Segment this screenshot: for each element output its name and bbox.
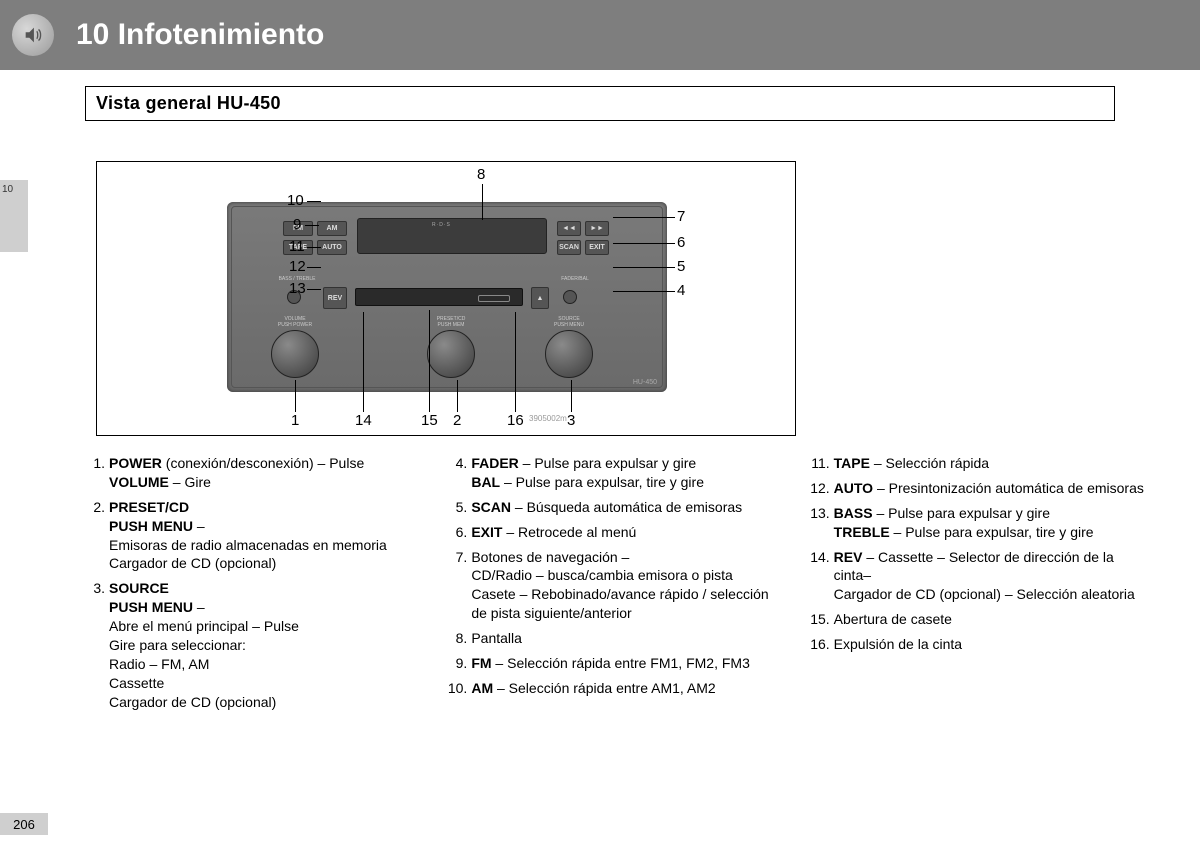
legend-body: Botones de navegación –CD/Radio – busca/… bbox=[471, 548, 785, 624]
legend-num: 16. bbox=[810, 635, 834, 654]
cassette-slot bbox=[355, 288, 523, 306]
volume-knob bbox=[271, 330, 319, 378]
rds-badge: R·D·S bbox=[432, 222, 451, 228]
exit-button: EXIT bbox=[585, 240, 609, 255]
legend-body: Pantalla bbox=[471, 629, 785, 648]
legend-body: REV – Cassette – Selector de dirección d… bbox=[834, 548, 1148, 605]
fader-knob-small bbox=[563, 290, 577, 304]
callout-11: 11 bbox=[289, 238, 305, 255]
callout-2: 2 bbox=[453, 412, 461, 429]
callout-16: 16 bbox=[507, 412, 524, 429]
radio-diagram: R·D·S FM AM TAPE AUTO ◄◄ ►► SCAN EXIT RE… bbox=[96, 161, 796, 436]
volume-label: VOLUME PUSH POWER bbox=[265, 316, 325, 328]
legend-body: FM – Selección rápida entre FM1, FM2, FM… bbox=[471, 654, 785, 673]
callout-10: 10 bbox=[287, 192, 304, 209]
legend-num: 1. bbox=[85, 454, 109, 492]
legend-body: Expulsión de la cinta bbox=[834, 635, 1148, 654]
legend-num: 8. bbox=[447, 629, 471, 648]
legend-num: 10. bbox=[447, 679, 471, 698]
model-label: HU-450 bbox=[633, 379, 657, 386]
legend-num: 9. bbox=[447, 654, 471, 673]
legend-col-3: 11.TAPE – Selección rápida12.AUTO – Pres… bbox=[810, 454, 1148, 718]
legend-columns: 1.POWER (conexión/desconexión) – PulseVO… bbox=[0, 436, 1200, 718]
page-header: 10 Infotenimiento bbox=[0, 0, 1200, 70]
legend-item: 3.SOURCEPUSH MENU –Abre el menú principa… bbox=[85, 579, 423, 711]
scan-button: SCAN bbox=[557, 240, 581, 255]
next-button: ►► bbox=[585, 221, 609, 236]
callout-13: 13 bbox=[289, 280, 306, 297]
preset-knob bbox=[427, 330, 475, 378]
diagram-watermark: 3905002m bbox=[529, 414, 567, 423]
callout-12: 12 bbox=[289, 258, 306, 275]
callout-4: 4 bbox=[677, 282, 685, 299]
legend-num: 2. bbox=[85, 498, 109, 574]
legend-body: AM – Selección rápida entre AM1, AM2 bbox=[471, 679, 785, 698]
section-heading-box: Vista general HU-450 bbox=[85, 86, 1115, 121]
legend-item: 4.FADER – Pulse para expulsar y gireBAL … bbox=[447, 454, 785, 492]
legend-item: 5.SCAN – Búsqueda automática de emisoras bbox=[447, 498, 785, 517]
callout-9: 9 bbox=[293, 216, 301, 233]
legend-item: 9.FM – Selección rápida entre FM1, FM2, … bbox=[447, 654, 785, 673]
chapter-title: 10 Infotenimiento bbox=[76, 18, 324, 52]
callout-5: 5 bbox=[677, 258, 685, 275]
legend-body: EXIT – Retrocede al menú bbox=[471, 523, 785, 542]
legend-body: BASS – Pulse para expulsar y gireTREBLE … bbox=[834, 504, 1148, 542]
legend-body: AUTO – Presintonización automática de em… bbox=[834, 479, 1148, 498]
legend-item: 13.BASS – Pulse para expulsar y gireTREB… bbox=[810, 504, 1148, 542]
legend-item: 10.AM – Selección rápida entre AM1, AM2 bbox=[447, 679, 785, 698]
am-button: AM bbox=[317, 221, 347, 236]
rev-button: REV bbox=[323, 287, 347, 309]
source-label: SOURCE PUSH MENU bbox=[539, 316, 599, 328]
legend-num: 14. bbox=[810, 548, 834, 605]
callout-15: 15 bbox=[421, 412, 438, 429]
page-number: 206 bbox=[0, 813, 48, 835]
legend-num: 5. bbox=[447, 498, 471, 517]
legend-item: 16.Expulsión de la cinta bbox=[810, 635, 1148, 654]
legend-num: 15. bbox=[810, 610, 834, 629]
eject-button: ▲ bbox=[531, 287, 549, 309]
preset-label: PRESET/CD PUSH MEM bbox=[421, 316, 481, 328]
legend-item: 15.Abertura de casete bbox=[810, 610, 1148, 629]
legend-col-2: 4.FADER – Pulse para expulsar y gireBAL … bbox=[447, 454, 785, 718]
section-heading: Vista general HU-450 bbox=[96, 93, 281, 113]
radio-display: R·D·S bbox=[357, 218, 547, 254]
legend-num: 11. bbox=[810, 454, 834, 473]
legend-item: 11.TAPE – Selección rápida bbox=[810, 454, 1148, 473]
callout-7: 7 bbox=[677, 208, 685, 225]
callout-1: 1 bbox=[291, 412, 299, 429]
legend-item: 1.POWER (conexión/desconexión) – PulseVO… bbox=[85, 454, 423, 492]
legend-body: TAPE – Selección rápida bbox=[834, 454, 1148, 473]
legend-num: 3. bbox=[85, 579, 109, 711]
legend-num: 4. bbox=[447, 454, 471, 492]
side-tab: 10 bbox=[0, 180, 28, 252]
callout-8: 8 bbox=[477, 166, 485, 183]
prev-button: ◄◄ bbox=[557, 221, 581, 236]
callout-3: 3 bbox=[567, 412, 575, 429]
legend-item: 6.EXIT – Retrocede al menú bbox=[447, 523, 785, 542]
legend-body: FADER – Pulse para expulsar y gireBAL – … bbox=[471, 454, 785, 492]
source-knob bbox=[545, 330, 593, 378]
legend-item: 8.Pantalla bbox=[447, 629, 785, 648]
legend-body: SOURCEPUSH MENU –Abre el menú principal … bbox=[109, 579, 423, 711]
legend-num: 6. bbox=[447, 523, 471, 542]
legend-num: 7. bbox=[447, 548, 471, 624]
legend-body: PRESET/CDPUSH MENU –Emisoras de radio al… bbox=[109, 498, 423, 574]
legend-col-1: 1.POWER (conexión/desconexión) – PulseVO… bbox=[85, 454, 423, 718]
legend-body: Abertura de casete bbox=[834, 610, 1148, 629]
legend-item: 12.AUTO – Presintonización automática de… bbox=[810, 479, 1148, 498]
legend-item: 7.Botones de navegación –CD/Radio – busc… bbox=[447, 548, 785, 624]
fader-label: FADER/BAL bbox=[545, 276, 605, 282]
callout-14: 14 bbox=[355, 412, 372, 429]
legend-item: 2.PRESET/CDPUSH MENU –Emisoras de radio … bbox=[85, 498, 423, 574]
legend-num: 12. bbox=[810, 479, 834, 498]
speaker-icon bbox=[12, 14, 54, 56]
legend-body: POWER (conexión/desconexión) – PulseVOLU… bbox=[109, 454, 423, 492]
legend-body: SCAN – Búsqueda automática de emisoras bbox=[471, 498, 785, 517]
auto-button: AUTO bbox=[317, 240, 347, 255]
callout-6: 6 bbox=[677, 234, 685, 251]
legend-num: 13. bbox=[810, 504, 834, 542]
legend-item: 14.REV – Cassette – Selector de direcció… bbox=[810, 548, 1148, 605]
